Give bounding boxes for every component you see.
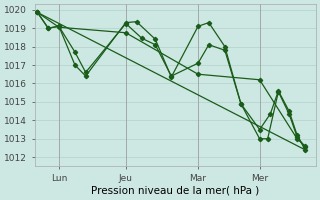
X-axis label: Pression niveau de la mer( hPa ): Pression niveau de la mer( hPa ): [91, 186, 260, 196]
